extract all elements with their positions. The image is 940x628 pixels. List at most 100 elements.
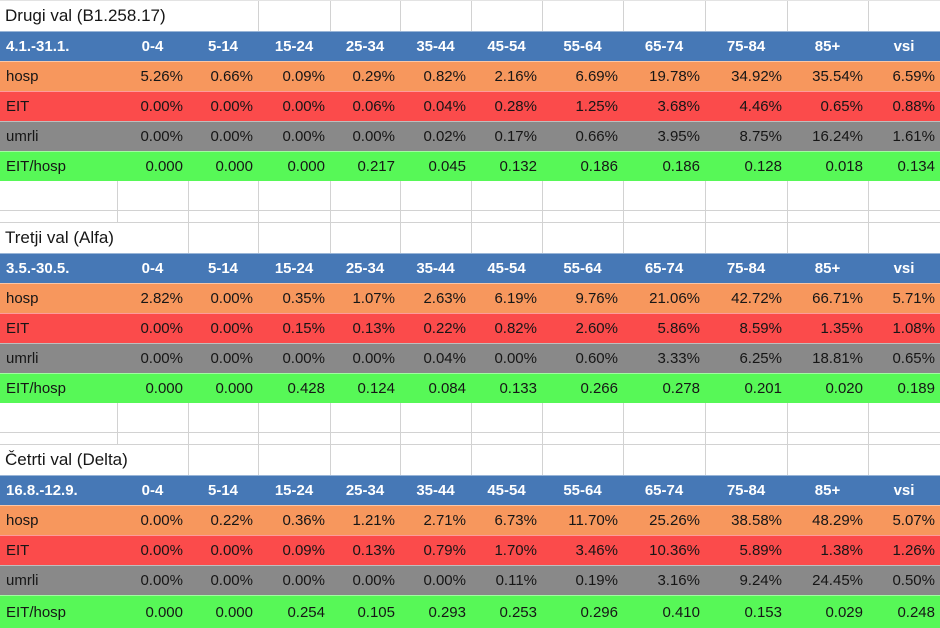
- age-header-cell[interactable]: 85+: [814, 260, 841, 277]
- data-cell[interactable]: 0.020: [825, 380, 863, 397]
- data-cell[interactable]: 16.24%: [812, 128, 863, 145]
- empty-cell[interactable]: [258, 211, 330, 222]
- empty-cell[interactable]: [787, 1, 868, 31]
- data-cell[interactable]: 3.95%: [657, 128, 700, 145]
- table-title[interactable]: Četrti val (Delta): [5, 450, 128, 469]
- data-cell[interactable]: 0.132: [499, 158, 537, 175]
- data-cell[interactable]: 1.70%: [494, 542, 537, 559]
- empty-cell[interactable]: [542, 1, 623, 31]
- empty-cell[interactable]: [542, 211, 623, 222]
- data-cell[interactable]: 2.71%: [423, 512, 466, 529]
- row-label[interactable]: EIT/hosp: [6, 380, 67, 397]
- empty-cell[interactable]: [0, 211, 117, 222]
- empty-cell[interactable]: [258, 1, 330, 31]
- empty-cell[interactable]: [705, 445, 787, 475]
- empty-cell[interactable]: [258, 445, 330, 475]
- row-label[interactable]: EIT/hosp: [6, 604, 67, 621]
- data-cell[interactable]: 0.82%: [494, 320, 537, 337]
- data-cell[interactable]: 0.00%: [210, 542, 253, 559]
- period-cell[interactable]: 3.5.-30.5.: [6, 260, 70, 277]
- data-cell[interactable]: 0.04%: [423, 98, 466, 115]
- age-header-cell[interactable]: 15-24: [274, 260, 314, 277]
- data-cell[interactable]: 66.71%: [812, 290, 863, 307]
- row-label[interactable]: umrli: [6, 572, 39, 589]
- empty-cell[interactable]: [471, 403, 542, 432]
- empty-cell[interactable]: [258, 223, 330, 253]
- data-cell[interactable]: 25.26%: [649, 512, 700, 529]
- data-cell[interactable]: 0.00%: [352, 350, 395, 367]
- age-header-cell[interactable]: 0-4: [141, 260, 164, 277]
- data-cell[interactable]: 0.82%: [423, 68, 466, 85]
- empty-cell[interactable]: [330, 181, 400, 210]
- data-cell[interactable]: 0.00%: [210, 320, 253, 337]
- empty-cell[interactable]: [188, 223, 258, 253]
- row-label[interactable]: hosp: [6, 512, 39, 529]
- row-label[interactable]: umrli: [6, 128, 39, 145]
- data-cell[interactable]: 0.65%: [820, 98, 863, 115]
- data-cell[interactable]: 8.75%: [739, 128, 782, 145]
- empty-cell[interactable]: [471, 223, 542, 253]
- data-cell[interactable]: 3.68%: [657, 98, 700, 115]
- data-cell[interactable]: 0.09%: [282, 542, 325, 559]
- data-cell[interactable]: 0.50%: [892, 572, 935, 589]
- data-cell[interactable]: 0.000: [215, 380, 253, 397]
- age-header-cell[interactable]: 25-34: [345, 38, 385, 55]
- row-label[interactable]: EIT: [6, 542, 30, 559]
- data-cell[interactable]: 0.00%: [210, 128, 253, 145]
- age-header-cell[interactable]: 15-24: [274, 38, 314, 55]
- empty-cell[interactable]: [400, 1, 471, 31]
- data-cell[interactable]: 1.25%: [575, 98, 618, 115]
- age-header-cell[interactable]: 35-44: [416, 482, 455, 499]
- data-cell[interactable]: 2.63%: [423, 290, 466, 307]
- data-cell[interactable]: 6.25%: [739, 350, 782, 367]
- age-header-cell[interactable]: 35-44: [416, 38, 455, 55]
- data-cell[interactable]: 0.248: [897, 604, 935, 621]
- age-header-cell[interactable]: 85+: [814, 38, 841, 55]
- row-label[interactable]: hosp: [6, 68, 39, 85]
- age-header-cell[interactable]: 65-74: [644, 38, 684, 55]
- age-header-cell[interactable]: 5-14: [207, 482, 239, 499]
- data-cell[interactable]: 0.253: [499, 604, 537, 621]
- data-cell[interactable]: 0.28%: [494, 98, 537, 115]
- data-cell[interactable]: 42.72%: [731, 290, 782, 307]
- empty-cell[interactable]: [330, 223, 400, 253]
- data-cell[interactable]: 3.46%: [575, 542, 618, 559]
- empty-cell[interactable]: [868, 403, 940, 432]
- data-cell[interactable]: 0.00%: [423, 572, 466, 589]
- empty-cell[interactable]: [117, 211, 188, 222]
- data-cell[interactable]: 21.06%: [649, 290, 700, 307]
- data-cell[interactable]: 0.186: [580, 158, 618, 175]
- data-cell[interactable]: 1.35%: [820, 320, 863, 337]
- empty-cell[interactable]: [787, 223, 868, 253]
- empty-cell[interactable]: [330, 1, 400, 31]
- data-cell[interactable]: 2.16%: [494, 68, 537, 85]
- empty-cell[interactable]: [471, 181, 542, 210]
- age-header-cell[interactable]: 25-34: [345, 482, 385, 499]
- data-cell[interactable]: 0.428: [287, 380, 325, 397]
- period-cell[interactable]: 4.1.-31.1.: [6, 38, 70, 55]
- data-cell[interactable]: 1.38%: [820, 542, 863, 559]
- data-cell[interactable]: 38.58%: [731, 512, 782, 529]
- empty-cell[interactable]: [623, 211, 705, 222]
- data-cell[interactable]: 1.08%: [892, 320, 935, 337]
- row-label[interactable]: EIT: [6, 98, 30, 115]
- age-header-cell[interactable]: 35-44: [416, 260, 455, 277]
- data-cell[interactable]: 0.00%: [282, 350, 325, 367]
- data-cell[interactable]: 0.22%: [423, 320, 466, 337]
- data-cell[interactable]: 0.11%: [495, 572, 537, 589]
- row-label[interactable]: hosp: [6, 290, 39, 307]
- empty-cell[interactable]: [542, 433, 623, 444]
- empty-cell[interactable]: [705, 433, 787, 444]
- empty-cell[interactable]: [258, 181, 330, 210]
- data-cell[interactable]: 0.00%: [210, 350, 253, 367]
- age-header-cell[interactable]: vsi: [893, 260, 915, 277]
- data-cell[interactable]: 0.00%: [352, 572, 395, 589]
- data-cell[interactable]: 0.266: [580, 380, 618, 397]
- data-cell[interactable]: 0.35%: [282, 290, 325, 307]
- data-cell[interactable]: 0.79%: [423, 542, 466, 559]
- data-cell[interactable]: 0.029: [825, 604, 863, 621]
- empty-cell[interactable]: [330, 403, 400, 432]
- data-cell[interactable]: 0.66%: [575, 128, 618, 145]
- data-cell[interactable]: 0.06%: [352, 98, 395, 115]
- data-cell[interactable]: 6.19%: [494, 290, 537, 307]
